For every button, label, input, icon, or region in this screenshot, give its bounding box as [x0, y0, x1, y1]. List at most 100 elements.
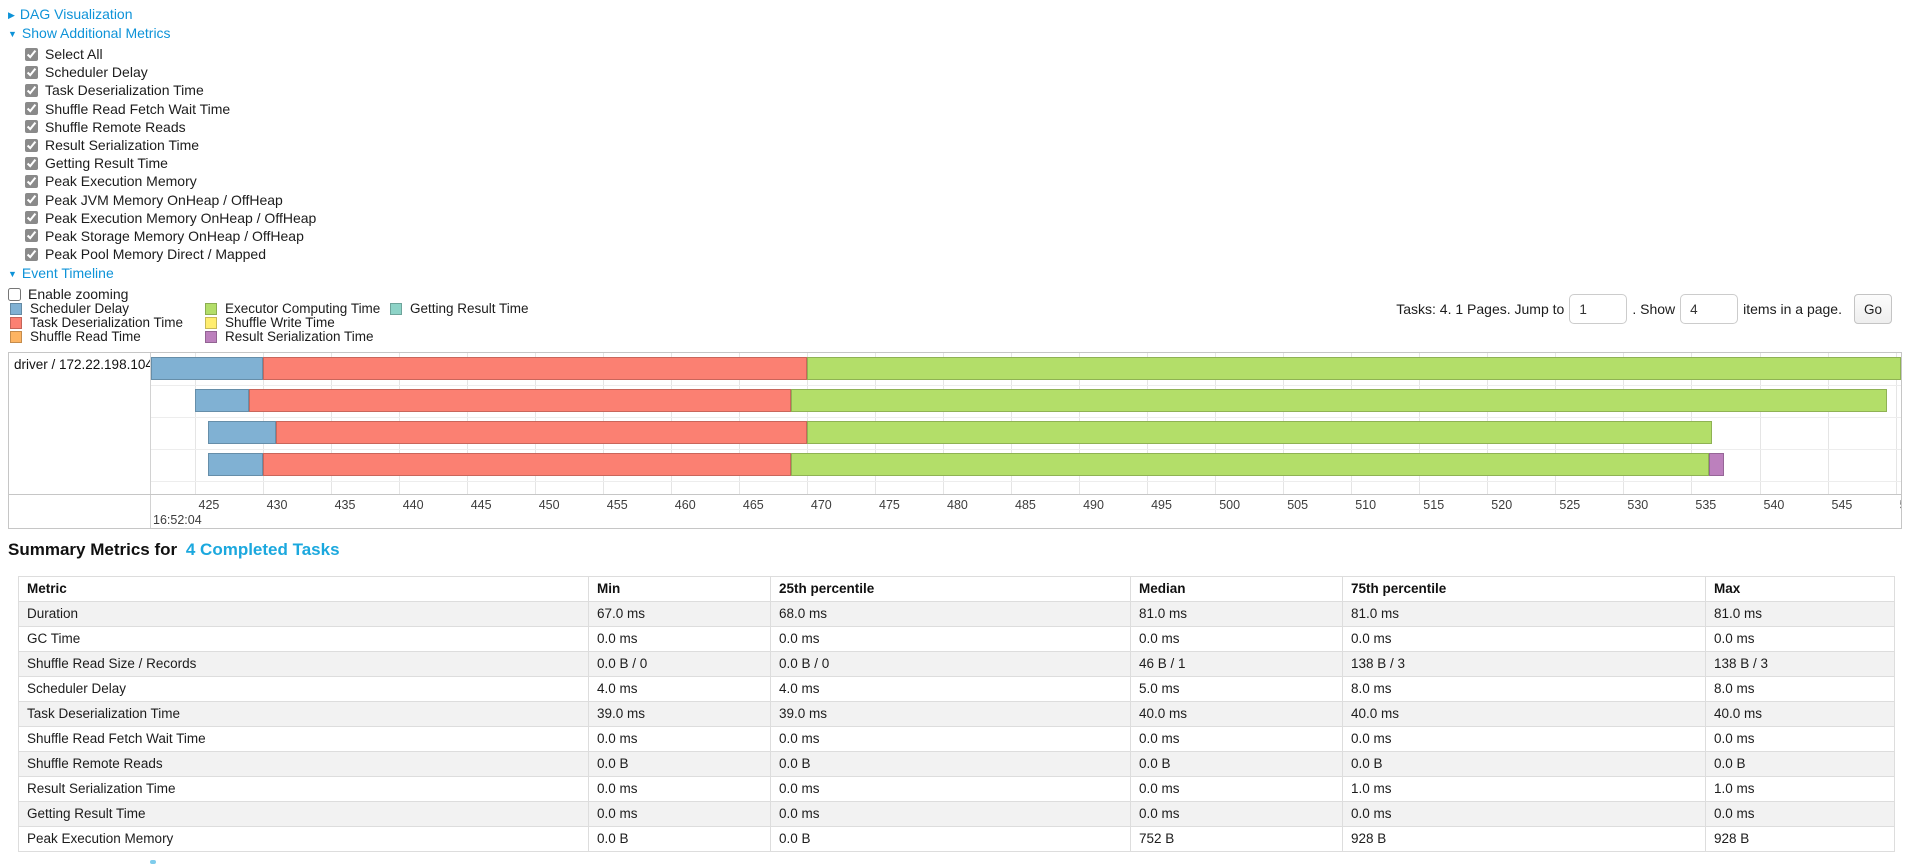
summary-metric-value: 1.0 ms [1342, 776, 1706, 802]
legend-swatch-icon [10, 330, 22, 343]
legend-item-executor_computing: Executor Computing Time [205, 301, 380, 316]
legend-item-task_deserialization: Task Deserialization Time [10, 315, 183, 330]
timeline-tick-label: 545 [1831, 498, 1853, 512]
metric-checkbox[interactable] [25, 174, 38, 188]
summary-metric-value: 0.0 ms [1342, 801, 1706, 827]
enable-zooming-checkbox[interactable] [8, 287, 21, 301]
metric-checkbox[interactable] [25, 156, 38, 170]
timeline-tick-label: 435 [334, 498, 356, 512]
metric-checkbox[interactable] [25, 229, 38, 243]
metric-checkbox[interactable] [25, 193, 38, 207]
pagination-show-text: . Show [1632, 301, 1676, 317]
metric-checkbox[interactable] [25, 65, 38, 79]
metric-checkbox-label: Peak JVM Memory OnHeap / OffHeap [45, 191, 283, 208]
summary-table-row: GC Time 0.0 ms 0.0 ms 0.0 ms 0.0 ms 0.0 ms [18, 626, 1895, 652]
summary-metric-value: 81.0 ms [1705, 601, 1895, 627]
summary-metric-value: 4.0 ms [770, 676, 1131, 702]
task-bar-segment-scheduler-delay [208, 453, 263, 476]
metric-checkbox[interactable] [25, 83, 38, 97]
summary-metric-name: Getting Result Time [18, 801, 589, 827]
summary-metric-value: 0.0 B [770, 751, 1131, 777]
dag-visualization-link[interactable]: ▶ DAG Visualization [8, 7, 708, 23]
summary-metric-value: 928 B [1705, 826, 1895, 852]
summary-column-header: Median [1130, 576, 1343, 602]
summary-column-header: Max [1705, 576, 1895, 602]
summary-heading-prefix: Summary Metrics for [8, 540, 178, 559]
summary-metric-value: 0.0 B / 0 [770, 651, 1131, 677]
timeline-tick-label: 425 [198, 498, 220, 512]
legend-swatch-icon [205, 330, 217, 343]
summary-metric-value: 0.0 ms [1705, 726, 1895, 752]
timeline-tick-label: 510 [1355, 498, 1377, 512]
timeline-row-separator [151, 384, 1901, 386]
timeline-tick-label: 430 [266, 498, 288, 512]
timeline-gridline [194, 353, 196, 494]
caret-down-icon: ▼ [8, 269, 17, 280]
metric-checkbox[interactable] [25, 138, 38, 152]
summary-table-row: Scheduler Delay 4.0 ms 4.0 ms 5.0 ms 8.0 ms 8… [18, 676, 1895, 702]
legend-label: Scheduler Delay [30, 301, 130, 317]
metric-checkbox[interactable] [25, 247, 38, 261]
items-per-page-input[interactable] [1680, 294, 1739, 324]
enable-zooming-label: Enable zooming [28, 286, 129, 303]
jump-to-page-input[interactable] [1569, 294, 1628, 324]
timeline-tick-label: 515 [1423, 498, 1445, 512]
task-bar-segment-executor-computing [790, 389, 1888, 412]
metric-checkbox-label: Peak Pool Memory Direct / Mapped [45, 246, 266, 263]
event-timeline-label: Event Timeline [21, 265, 114, 282]
timeline-tick-label: 530 [1627, 498, 1649, 512]
summary-column-header: 25th percentile [770, 576, 1131, 602]
summary-metric-value: 0.0 ms [588, 776, 771, 802]
summary-metric-value: 0.0 ms [588, 726, 771, 752]
metric-checkbox-label: Peak Execution Memory [45, 173, 197, 190]
summary-metric-value: 928 B [1342, 826, 1706, 852]
metric-checkbox[interactable] [25, 47, 38, 61]
event-timeline-link[interactable]: ▼ Event Timeline [8, 266, 708, 282]
metric-checkbox-item: Peak Storage Memory OnHeap / OffHeap [25, 227, 708, 245]
legend-label: Shuffle Write Time [225, 315, 335, 331]
summary-metric-value: 0.0 ms [1130, 776, 1343, 802]
metric-checkbox-label: Result Serialization Time [45, 137, 200, 154]
task-bar-segment-scheduler-delay [151, 357, 263, 380]
legend-column: Executor Computing Time Shuffle Write Tim… [205, 301, 380, 344]
pagination-suffix-text: items in a page. [1743, 301, 1842, 317]
pagination-summary-text: Tasks: 4. 1 Pages. Jump to [1396, 301, 1565, 317]
metric-checkbox-label: Peak Execution Memory OnHeap / OffHeap [45, 209, 317, 226]
event-timeline-chart: driver / 172.22.198.104 425 430 435 440 445 4… [8, 352, 1902, 529]
metric-checkbox[interactable] [25, 120, 38, 134]
task-bar-segment-executor-computing [790, 453, 1710, 476]
timeline-tick-label: 470 [810, 498, 832, 512]
legend-item-shuffle_write: Shuffle Write Time [205, 315, 358, 331]
timeline-tick-label: 535 [1695, 498, 1717, 512]
go-button[interactable]: Go [1853, 294, 1892, 324]
summary-metric-value: 0.0 B [770, 826, 1131, 852]
task-bar-segment-executor-computing [806, 421, 1712, 444]
enable-zooming-row: Enable zooming [8, 285, 708, 303]
summary-table-head: Metric Min 25th percentile Median 75th perce… [18, 576, 1895, 602]
summary-metric-name: Shuffle Read Fetch Wait Time [18, 726, 589, 752]
legend-item-result_serialization: Result Serialization Time [205, 329, 374, 344]
summary-metric-value: 0.0 ms [1130, 726, 1343, 752]
metric-checkbox-item: Shuffle Read Fetch Wait Time [25, 100, 708, 118]
legend-item-getting_result: Getting Result Time [390, 301, 529, 316]
show-additional-metrics-link[interactable]: ▼ Show Additional Metrics [8, 26, 708, 42]
summary-column-header: Min [588, 576, 771, 602]
summary-metric-value: 40.0 ms [1342, 701, 1706, 727]
summary-metrics-heading: Summary Metrics for 4 Completed Tasks [8, 540, 340, 560]
timeline-tick-label: 540 [1763, 498, 1785, 512]
summary-table-row: Task Deserialization Time 39.0 ms 39.0 ms 4… [18, 701, 1895, 727]
summary-metric-value: 68.0 ms [770, 601, 1131, 627]
task-bar-segment-task-deserialization [276, 421, 807, 444]
timeline-tick-label: 500 [1219, 498, 1241, 512]
metric-checkbox[interactable] [25, 211, 38, 225]
metric-checkbox-item: Result Serialization Time [25, 136, 708, 154]
summary-metric-value: 40.0 ms [1705, 701, 1895, 727]
completed-tasks-count: 4 Completed Tasks [185, 540, 340, 559]
legend-swatch-icon [10, 302, 22, 315]
task-bar-segment-scheduler-delay [208, 421, 277, 444]
summary-metric-value: 40.0 ms [1130, 701, 1343, 727]
summary-table-row: Shuffle Read Fetch Wait Time 0.0 ms 0.0 ms… [18, 726, 1895, 752]
summary-metric-value: 0.0 ms [770, 726, 1131, 752]
metric-checkbox[interactable] [25, 102, 38, 116]
